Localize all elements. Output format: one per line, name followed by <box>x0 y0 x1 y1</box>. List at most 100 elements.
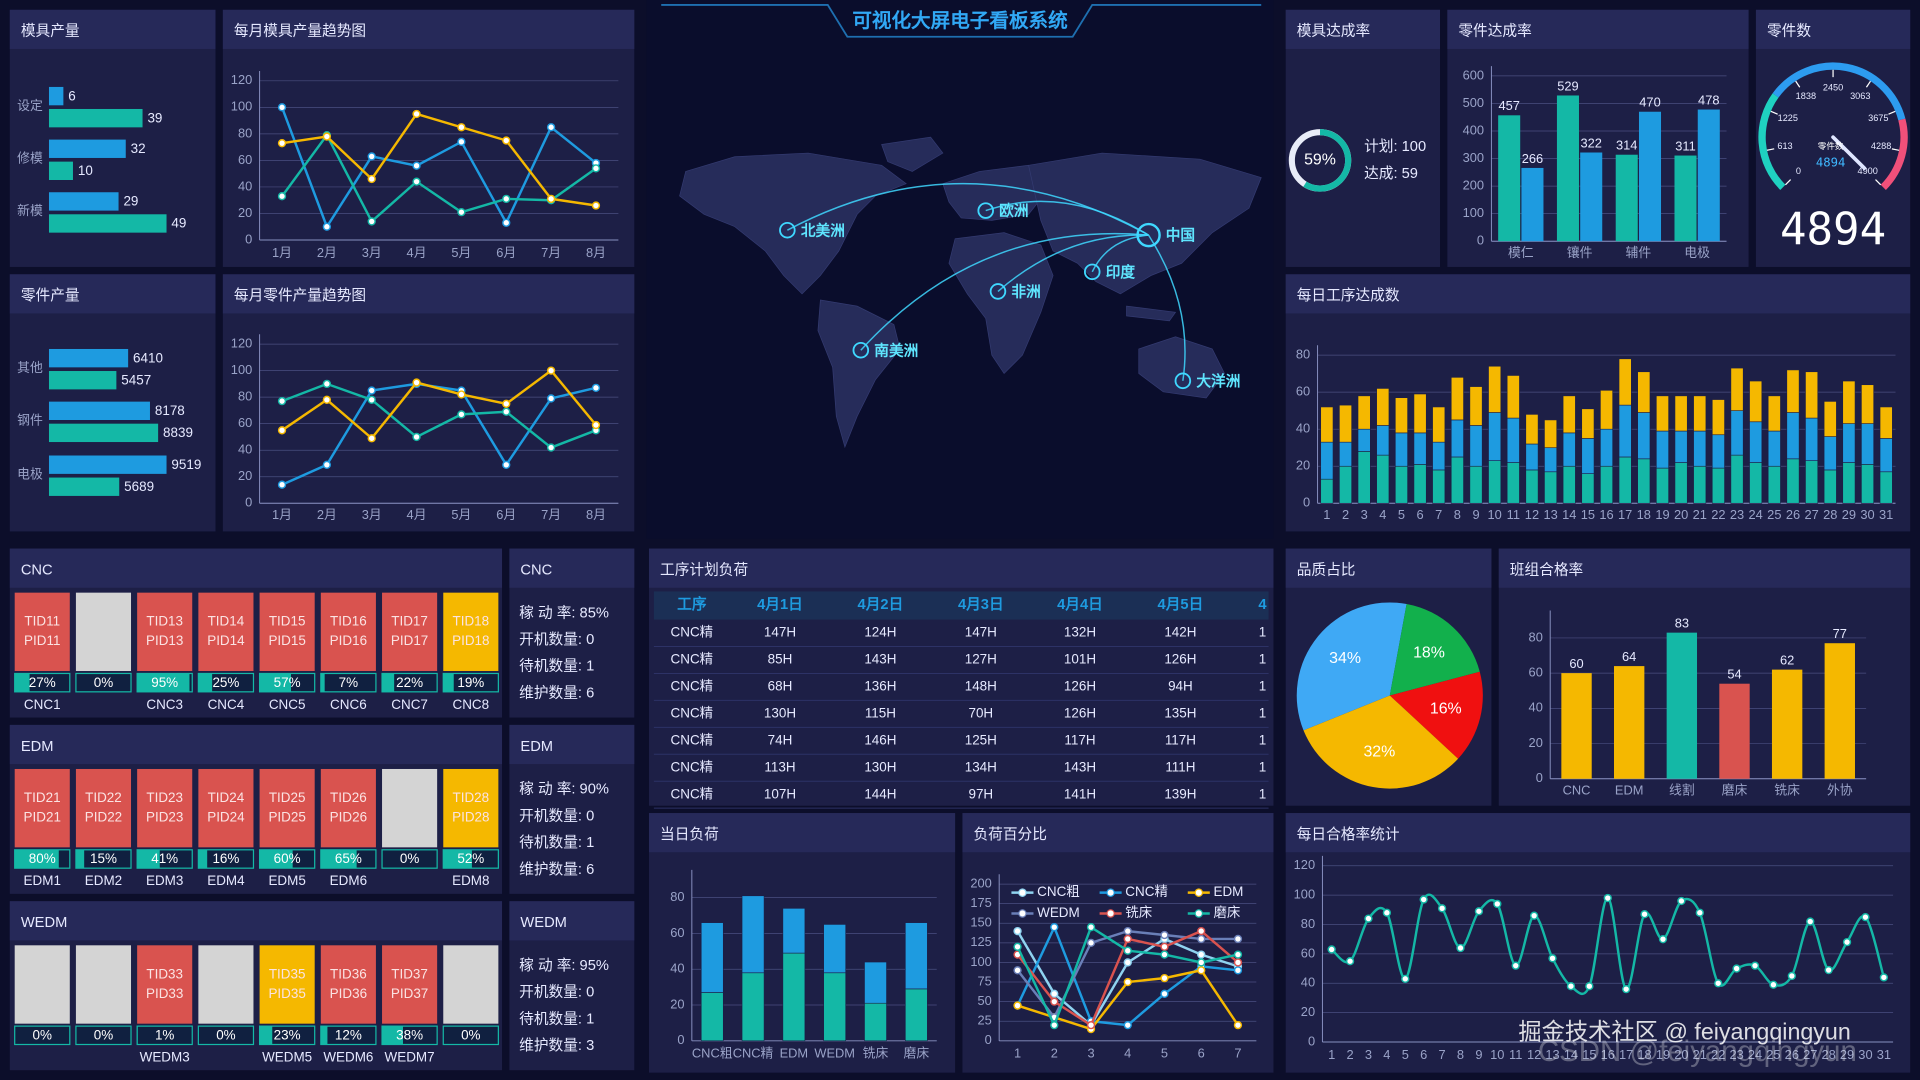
machine-tid: TID25 <box>269 790 306 805</box>
point <box>1714 979 1723 988</box>
point <box>1511 961 1520 970</box>
progress-label: 95% <box>151 675 178 690</box>
x-tick-label: EDM <box>1615 782 1644 797</box>
table-cell: 111H <box>1165 759 1195 774</box>
point <box>1086 1020 1096 1030</box>
y-tick-label: 60 <box>238 415 252 430</box>
x-tick-label: 镶件 <box>1567 245 1593 260</box>
point <box>1123 977 1132 987</box>
bar-segment <box>1674 395 1688 432</box>
y-tick-label: 20 <box>238 468 252 483</box>
machine-cell <box>198 945 254 1024</box>
panel-title: WEDM <box>21 915 68 931</box>
point <box>322 132 332 141</box>
map-point <box>977 202 994 219</box>
pie-slice <box>1389 603 1480 696</box>
bar <box>48 214 167 233</box>
point <box>277 192 287 201</box>
map-point <box>989 283 1007 300</box>
point <box>1233 958 1243 967</box>
value-label: 77 <box>1833 626 1847 641</box>
bar <box>1498 115 1521 242</box>
value-label: 457 <box>1498 98 1519 113</box>
route <box>985 200 1149 236</box>
table-cell: 94H <box>1168 679 1193 694</box>
machine-stat: 开机数量: 0 <box>519 984 594 1001</box>
legend-label: 磨床 <box>1213 905 1240 920</box>
legend-marker <box>1194 888 1204 897</box>
bar-segment <box>782 952 806 1042</box>
machine-stat: 维护数量: 6 <box>519 861 594 878</box>
machine-tid: TID33 <box>146 966 183 981</box>
progress-label: 0% <box>33 1027 52 1042</box>
panel-title: WEDM <box>520 915 567 931</box>
progress-bar <box>320 673 325 692</box>
value-label: 60 <box>1569 656 1583 671</box>
y-tick-label: 150 <box>970 915 991 930</box>
table-cell: 1 <box>1259 652 1266 667</box>
x-tick-label: 24 <box>1748 1047 1762 1062</box>
panel-header <box>509 548 635 588</box>
progress-label: 0% <box>94 1027 113 1042</box>
bar-segment <box>1320 406 1334 443</box>
bar-segment <box>1842 462 1856 504</box>
gauge-tick-label: 4900 <box>1857 166 1877 176</box>
x-tick-label: 14 <box>1564 1047 1578 1062</box>
x-tick-label: 30 <box>1858 1047 1872 1062</box>
panel-header <box>9 274 216 314</box>
machine-name: EDM4 <box>207 873 245 888</box>
point <box>1419 895 1428 904</box>
gauge-tick <box>1875 179 1882 186</box>
value-label: 529 <box>1557 78 1578 93</box>
table-cell: 125H <box>965 732 997 747</box>
y-tick-label: 400 <box>1463 122 1484 137</box>
table-header: 4月4日 <box>1057 596 1103 613</box>
bar-segment <box>1786 412 1800 460</box>
point <box>1050 1020 1059 1030</box>
y-tick-label: 0 <box>677 1032 684 1047</box>
x-tick-label: 4 <box>1379 507 1386 522</box>
panel <box>222 274 635 532</box>
bar-segment <box>1730 410 1744 456</box>
point <box>1879 973 1889 982</box>
panel-header <box>1285 9 1440 49</box>
panel-title: 品质占比 <box>1297 561 1356 578</box>
machine-stat: 待机数量: 1 <box>519 834 594 851</box>
progress-track <box>75 672 132 693</box>
y-tick-label: 20 <box>1296 458 1310 473</box>
progress-label: 19% <box>457 675 484 690</box>
machine-stat: 稼 动 率: 95% <box>519 957 609 974</box>
value-label: 9519 <box>171 457 201 472</box>
machine-pid: PID35 <box>268 986 305 1001</box>
bar-segment <box>1432 469 1446 504</box>
map-area: 可视化大屏电子看板系统 北美洲 欧洲 中国 印度 非洲 南美洲 大洋洲 <box>646 0 1274 539</box>
value-label: 322 <box>1581 135 1602 150</box>
machine-pid: PID37 <box>391 986 428 1001</box>
x-tick-label: 1 <box>1014 1046 1021 1061</box>
x-tick-label: 23 <box>1729 1047 1743 1062</box>
bar-segment <box>1506 375 1520 419</box>
bar <box>1614 666 1645 779</box>
point <box>502 218 511 227</box>
gauge-tick <box>1795 80 1801 88</box>
machine-tid: TID21 <box>24 790 61 805</box>
machine-pid: PID24 <box>207 810 245 825</box>
progress-label: 16% <box>212 851 239 866</box>
y-tick-label: 40 <box>1301 975 1315 990</box>
progress-bar <box>443 673 454 692</box>
progress-bar <box>320 849 357 869</box>
x-tick-label: 8 <box>1454 507 1461 522</box>
machine-cell <box>75 768 132 848</box>
progress-label: 1% <box>155 1027 174 1042</box>
y-tick-label: 40 <box>1296 421 1310 436</box>
machine-stat: 维护数量: 3 <box>519 1037 594 1054</box>
machine-cell <box>137 592 193 672</box>
table-header-row <box>653 591 1269 620</box>
point <box>277 103 287 112</box>
table-cell: 117H <box>1165 732 1196 747</box>
value-label: 314 <box>1616 138 1637 153</box>
point <box>1806 917 1815 926</box>
value-label: 62 <box>1780 652 1794 667</box>
progress-label: 0% <box>461 1027 480 1042</box>
bar <box>48 423 159 443</box>
